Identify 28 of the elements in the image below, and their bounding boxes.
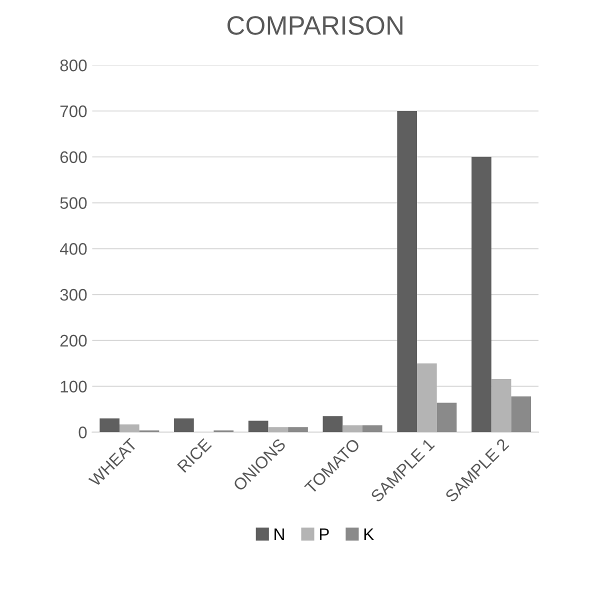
y-tick-label: 200 (60, 334, 87, 347)
bar (491, 378, 512, 432)
chart-title: COMPARISON (227, 16, 402, 35)
bar (511, 396, 532, 432)
y-tick-label: 400 (60, 243, 87, 255)
y-tick-label: 800 (60, 60, 87, 72)
y-tick-label: 700 (60, 105, 87, 118)
bar (288, 427, 308, 432)
y-tick-label: 100 (60, 380, 87, 392)
legend-label: N (274, 528, 284, 540)
y-tick-label: 300 (60, 288, 87, 301)
bar (342, 425, 362, 432)
y-tick-label: 600 (60, 151, 87, 164)
bar (248, 420, 268, 432)
bar (472, 156, 492, 432)
y-tick-label: 500 (60, 197, 87, 209)
bar (416, 363, 437, 432)
bar (119, 424, 140, 432)
bar (174, 418, 194, 432)
bar (397, 111, 417, 432)
bar (100, 418, 120, 432)
y-tick-label: 0 (78, 426, 87, 438)
bar (436, 402, 457, 432)
legend-label: P (320, 528, 329, 540)
legend-label: K (364, 528, 374, 540)
bar (322, 416, 343, 432)
bar (362, 425, 382, 432)
bar (268, 427, 288, 432)
